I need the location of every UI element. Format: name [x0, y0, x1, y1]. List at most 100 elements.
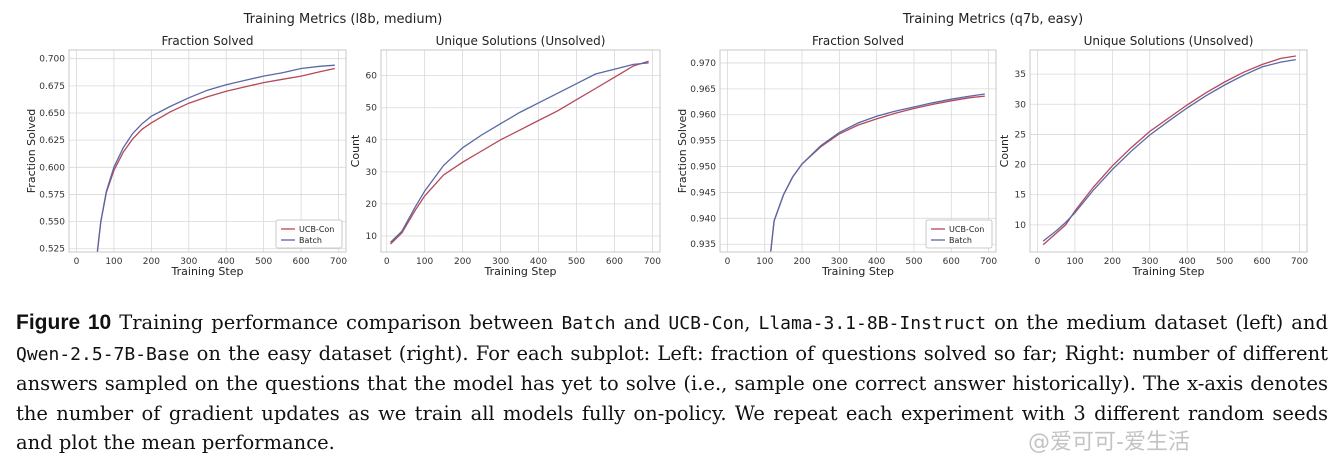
x-axis-label: Training Step: [171, 265, 244, 278]
x-tick-label: 0: [74, 257, 80, 267]
legend-box: [275, 219, 343, 249]
chart-legend: UCB-Con Batch: [925, 219, 993, 249]
x-tick-label: 500: [1216, 257, 1233, 267]
y-tick-label: 0.960: [690, 111, 716, 121]
chart-title: Fraction Solved: [812, 34, 904, 48]
series-line-batch: [770, 93, 985, 252]
watermark-text: @爱可可-爱生活: [1028, 430, 1190, 455]
chart-legend: UCB-Con Batch: [275, 219, 343, 249]
x-tick-label: 500: [905, 257, 922, 267]
y-tick-label: 20: [1015, 161, 1027, 171]
figure-canvas: Training Metrics (l8b, medium) Training …: [25, 12, 1308, 278]
y-axis-label: Count: [349, 134, 362, 167]
x-tick-label: 0: [725, 257, 731, 267]
plot-frame: [68, 49, 347, 253]
caption-text-2: and: [615, 311, 669, 334]
y-tick-label: 0.700: [39, 55, 65, 65]
series-line-batch: [96, 64, 335, 252]
y-tick-label: 0.955: [690, 137, 716, 147]
chart-panel-3: 0 100 200 300 400 500 600 700 0.935 0.940 0.945 0.9…: [676, 34, 997, 278]
x-tick-label: 700: [644, 257, 661, 267]
x-axis-label: Training Step: [1132, 265, 1205, 278]
caption-text-3: ,: [744, 311, 759, 334]
legend-box: [925, 219, 993, 249]
y-tick-label: 0.625: [39, 136, 65, 146]
chart-panel-2: 0 100 200 300 400 500 600 700 10 20 30 40 50 60 Unique…: [349, 34, 661, 278]
y-tick-label: 0.940: [690, 214, 716, 224]
x-tick-label: 100: [416, 257, 433, 267]
x-tick-label: 300: [831, 257, 848, 267]
x-axis-label: Training Step: [821, 265, 894, 278]
x-tick-label: 700: [1291, 257, 1308, 267]
y-tick-label: 0.945: [690, 188, 716, 198]
x-tick-label: 100: [756, 257, 773, 267]
y-tick-label: 30: [366, 168, 378, 178]
y-tick-label: 60: [366, 72, 378, 82]
plot-frame: [719, 49, 997, 253]
x-tick-label: 300: [1141, 257, 1158, 267]
x-tick-label: 0: [1035, 257, 1041, 267]
x-axis-label: Training Step: [484, 265, 557, 278]
suptitle-left: Training Metrics (l8b, medium): [243, 12, 443, 27]
caption-text-1: Training performance comparison between: [119, 311, 562, 334]
x-tick-label: 400: [868, 257, 885, 267]
suptitle-right: Training Metrics (q7b, easy): [902, 12, 1083, 27]
x-tick-label: 300: [180, 257, 197, 267]
x-tick-label: 700: [980, 257, 997, 267]
caption-code-qwen: Qwen-2.5-7B-Base: [16, 343, 190, 365]
chart-panel-1: 0 100 200 300 400 500 600 700 0.525 0.550 0.575 0.6…: [25, 34, 347, 278]
caption-code-llama: Llama-3.1-8B-Instruct: [758, 313, 987, 334]
y-tick-label: 0.600: [39, 163, 65, 173]
y-tick-label: 0.650: [39, 109, 65, 119]
x-tick-label: 400: [1179, 257, 1196, 267]
y-tick-label: 0.575: [39, 190, 65, 200]
chart-title: Unique Solutions (Unsolved): [436, 34, 606, 48]
y-tick-label: 0.970: [690, 59, 716, 69]
chart-title: Fraction Solved: [161, 34, 253, 48]
y-tick-label: 40: [366, 136, 378, 146]
caption-text-5: on the easy dataset (right). For each su…: [16, 341, 1328, 455]
y-tick-label: 0.950: [690, 163, 716, 173]
x-tick-label: 0: [384, 257, 390, 267]
y-tick-label: 0.965: [690, 85, 716, 95]
chart-panel-4: 0 100 200 300 400 500 600 700 10 15 20 25 30 35 Unique…: [998, 34, 1308, 278]
series-line-ucb-con: [96, 67, 335, 252]
x-tick-label: 100: [1066, 257, 1083, 267]
legend-label: UCB-Con: [299, 225, 334, 234]
x-tick-label: 500: [568, 257, 585, 267]
y-tick-label: 10: [1015, 221, 1027, 231]
y-tick-label: 25: [1015, 130, 1026, 140]
figure-caption: Figure 10 Training performance comparison…: [16, 308, 1328, 458]
y-tick-label: 35: [1015, 70, 1026, 80]
x-tick-label: 200: [1104, 257, 1121, 267]
plot-frame: [1029, 49, 1308, 253]
x-tick-label: 600: [943, 257, 960, 267]
y-tick-label: 30: [1015, 100, 1027, 110]
x-tick-label: 100: [105, 257, 122, 267]
x-tick-label: 600: [292, 257, 309, 267]
y-tick-label: 15: [1015, 191, 1026, 201]
figure-number: Figure 10: [16, 311, 112, 334]
y-axis-label: Fraction Solved: [25, 109, 38, 193]
chart-title: Unique Solutions (Unsolved): [1084, 34, 1254, 48]
y-axis-label: Count: [998, 134, 1011, 167]
caption-text-4: on the medium dataset (left) and: [986, 311, 1328, 334]
y-tick-label: 0.550: [39, 218, 65, 228]
legend-label: Batch: [299, 236, 322, 245]
x-tick-label: 200: [454, 257, 471, 267]
x-tick-label: 400: [530, 257, 547, 267]
x-tick-label: 700: [330, 257, 347, 267]
y-tick-label: 50: [366, 104, 378, 114]
y-tick-label: 0.935: [690, 240, 716, 250]
caption-code-batch: Batch: [561, 313, 616, 334]
y-tick-label: 0.525: [39, 245, 65, 255]
caption-code-ucbcon: UCB-Con: [668, 313, 745, 334]
x-tick-label: 200: [793, 257, 810, 267]
plot-area: [69, 50, 346, 252]
plot-frame: [380, 49, 661, 253]
x-tick-label: 400: [218, 257, 235, 267]
x-tick-label: 600: [1253, 257, 1270, 267]
y-tick-label: 20: [366, 200, 378, 210]
y-tick-label: 10: [366, 232, 378, 242]
series-line-ucb-con: [390, 60, 649, 245]
